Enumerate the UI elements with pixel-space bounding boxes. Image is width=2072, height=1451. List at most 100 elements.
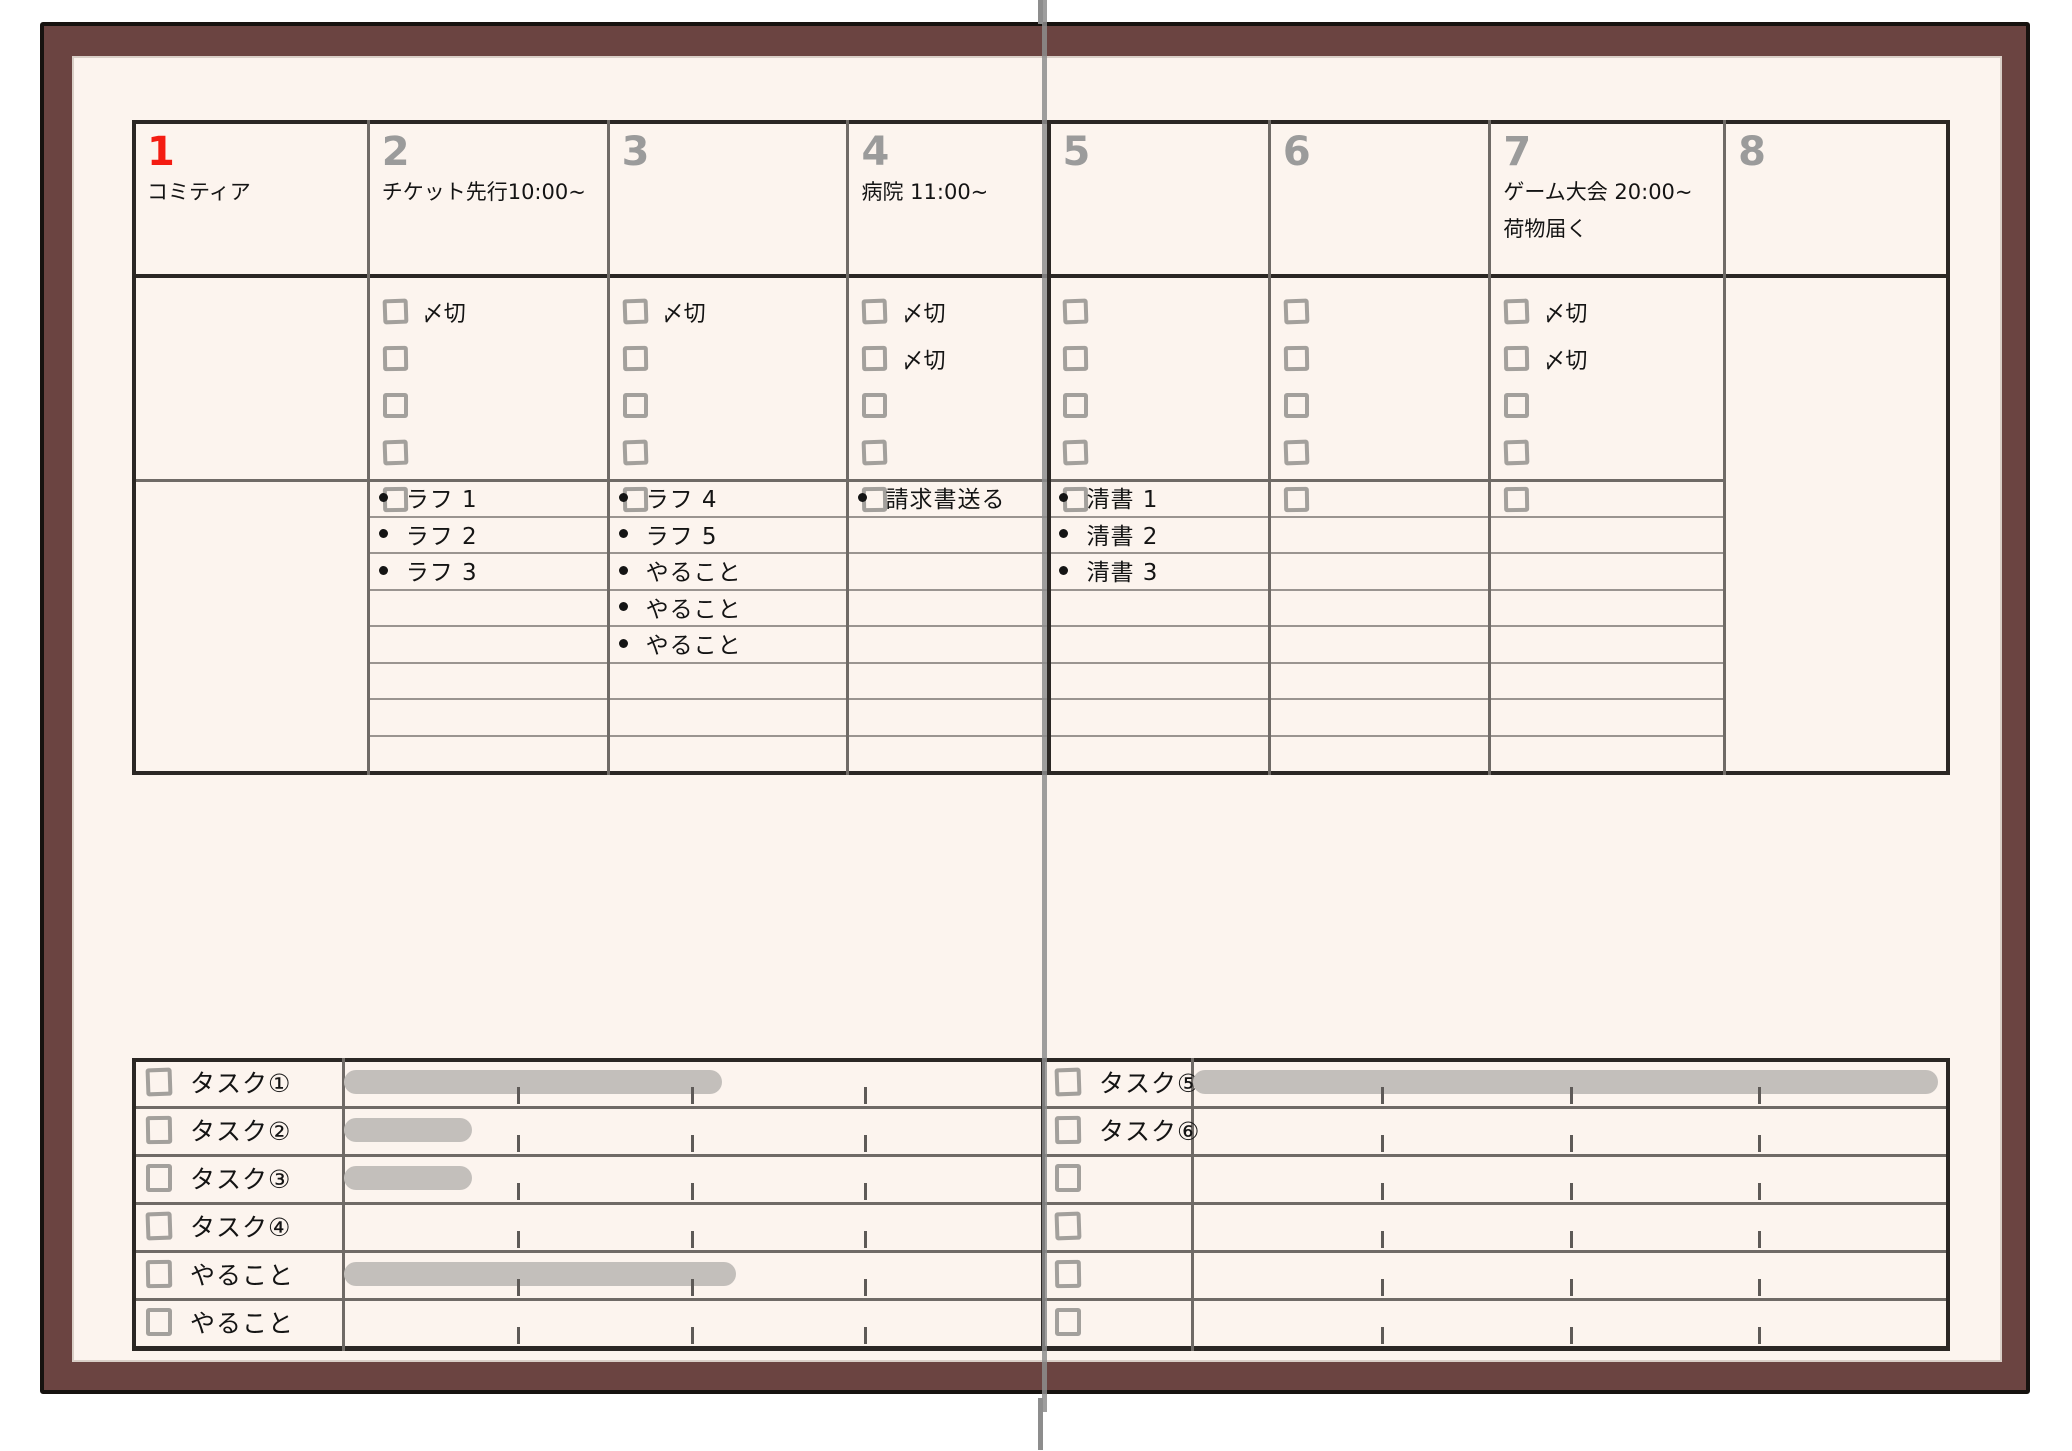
bullet-text[interactable]: やること bbox=[645, 633, 742, 660]
checkbox-row[interactable] bbox=[862, 429, 1043, 476]
day-event-text[interactable]: ゲーム大会 20:00~ bbox=[1503, 180, 1693, 204]
checkbox[interactable] bbox=[1504, 486, 1530, 513]
gantt-task-name[interactable]: やること bbox=[190, 1309, 295, 1338]
day-event-text[interactable]: コミティア bbox=[147, 180, 251, 204]
checkbox[interactable] bbox=[145, 1067, 173, 1097]
checkbox[interactable] bbox=[1055, 1164, 1081, 1192]
checkbox[interactable] bbox=[1283, 439, 1310, 466]
checkbox[interactable] bbox=[622, 298, 649, 325]
bullet-row[interactable]: やること bbox=[607, 589, 847, 626]
bullet-row[interactable]: 請求書送る bbox=[846, 479, 1047, 516]
bullet-text[interactable]: 清書 3 bbox=[1086, 560, 1159, 587]
bullet-row[interactable]: ラフ 3 bbox=[367, 552, 607, 589]
checkbox-label[interactable]: 〆切 bbox=[661, 301, 706, 327]
day-event-text[interactable]: 病院 11:00~ bbox=[861, 180, 989, 204]
checkbox[interactable] bbox=[145, 1211, 173, 1241]
calendar-day-cell[interactable]: 7 ゲーム大会 20:00~ 荷物届く bbox=[1494, 126, 1721, 272]
day-event-text[interactable]: 荷物届く bbox=[1503, 216, 1588, 241]
gantt-row-label[interactable] bbox=[1054, 1250, 1099, 1298]
gantt-bar[interactable] bbox=[344, 1262, 736, 1286]
calendar-day-cell[interactable]: 5 bbox=[1053, 126, 1265, 272]
gantt-bar[interactable] bbox=[344, 1118, 473, 1142]
checkbox[interactable] bbox=[1054, 1259, 1082, 1289]
checkbox[interactable] bbox=[382, 393, 408, 418]
gantt-task-name[interactable]: タスク① bbox=[190, 1069, 292, 1098]
checkbox[interactable] bbox=[622, 439, 649, 466]
checkbox[interactable] bbox=[145, 1115, 173, 1145]
checkbox[interactable] bbox=[1054, 1211, 1082, 1241]
checkbox-label[interactable]: 〆切 bbox=[901, 301, 946, 327]
checkbox[interactable] bbox=[1504, 393, 1530, 418]
checkbox-row[interactable]: 〆切 bbox=[622, 288, 843, 335]
checkbox-row[interactable] bbox=[382, 382, 603, 429]
gantt-task-name[interactable]: タスク⑤ bbox=[1099, 1069, 1201, 1098]
checkbox-row[interactable]: 〆切 bbox=[382, 288, 603, 335]
bullet-row[interactable]: 清書 3 bbox=[1047, 552, 1267, 589]
checkbox-row[interactable] bbox=[382, 335, 603, 382]
bullet-row[interactable]: ラフ 2 bbox=[367, 516, 607, 553]
bullet-row[interactable]: ラフ 1 bbox=[367, 479, 607, 516]
gantt-task-name[interactable]: タスク② bbox=[190, 1117, 292, 1146]
checkbox[interactable] bbox=[1063, 345, 1089, 372]
bullet-row[interactable]: やること bbox=[607, 625, 847, 662]
checkbox[interactable] bbox=[862, 298, 888, 325]
day-event-text[interactable]: チケット先行10:00~ bbox=[381, 180, 586, 204]
checkbox-label[interactable]: 〆切 bbox=[901, 348, 946, 374]
checkbox[interactable] bbox=[1283, 393, 1309, 418]
checkbox-row[interactable]: 〆切 bbox=[1504, 335, 1719, 382]
checkbox-label[interactable]: 〆切 bbox=[1543, 301, 1588, 327]
checkbox-row[interactable] bbox=[622, 335, 843, 382]
checkbox[interactable] bbox=[1283, 298, 1310, 325]
checkbox[interactable] bbox=[1283, 486, 1310, 513]
checkbox-row[interactable] bbox=[862, 382, 1043, 429]
calendar-day-cell[interactable]: 8 bbox=[1729, 126, 1948, 272]
bullet-row[interactable]: ラフ 5 bbox=[607, 516, 847, 553]
bullet-text[interactable]: ラフ 5 bbox=[645, 523, 718, 550]
bullet-text[interactable]: ラフ 2 bbox=[405, 523, 478, 550]
bullet-text[interactable]: ラフ 4 bbox=[645, 487, 718, 514]
checkbox[interactable] bbox=[1063, 439, 1089, 466]
checkbox[interactable] bbox=[1054, 1115, 1082, 1145]
gantt-row-label[interactable]: タスク④ bbox=[145, 1202, 291, 1250]
checkbox[interactable] bbox=[862, 345, 888, 372]
calendar-day-cell[interactable]: 2 チケット先行10:00~ bbox=[373, 126, 605, 272]
bullet-row[interactable]: 清書 2 bbox=[1047, 516, 1267, 553]
checkbox-row[interactable] bbox=[1503, 429, 1719, 476]
checkbox[interactable] bbox=[622, 345, 648, 372]
gantt-row-label[interactable]: タスク② bbox=[145, 1106, 292, 1154]
checkbox-row[interactable] bbox=[1283, 335, 1484, 382]
checkbox[interactable] bbox=[1054, 1067, 1082, 1097]
checkbox-row[interactable] bbox=[1283, 382, 1484, 429]
calendar-day-cell[interactable]: 1 コミティア bbox=[138, 126, 365, 272]
checkbox[interactable] bbox=[862, 393, 888, 418]
checkbox[interactable] bbox=[382, 345, 408, 372]
checkbox[interactable] bbox=[382, 439, 409, 466]
calendar-day-cell[interactable]: 3 bbox=[613, 126, 845, 272]
bullet-text[interactable]: やること bbox=[645, 596, 742, 623]
gantt-task-name[interactable]: やること bbox=[190, 1261, 295, 1290]
checkbox-row[interactable] bbox=[1283, 476, 1484, 523]
checkbox[interactable] bbox=[1503, 439, 1530, 466]
checkbox-label[interactable]: 〆切 bbox=[421, 301, 466, 327]
gantt-bar[interactable] bbox=[1193, 1070, 1939, 1094]
gantt-row-label[interactable]: やること bbox=[146, 1298, 294, 1346]
checkbox[interactable] bbox=[622, 393, 648, 418]
bullet-row[interactable]: 清書 1 bbox=[1047, 479, 1267, 516]
gantt-row-label[interactable] bbox=[1055, 1298, 1099, 1346]
gantt-row-label[interactable] bbox=[1054, 1202, 1099, 1250]
gantt-row-label[interactable]: タスク③ bbox=[146, 1154, 291, 1202]
bullet-row[interactable]: ラフ 4 bbox=[607, 479, 847, 516]
checkbox-row[interactable] bbox=[1283, 429, 1484, 476]
checkbox-row[interactable] bbox=[1063, 429, 1263, 476]
gantt-bar[interactable] bbox=[344, 1070, 722, 1094]
checkbox[interactable] bbox=[1063, 393, 1089, 418]
gantt-task-name[interactable]: タスク③ bbox=[190, 1165, 292, 1194]
checkbox-row[interactable]: 〆切 bbox=[862, 288, 1043, 335]
checkbox[interactable] bbox=[1055, 1308, 1081, 1336]
gantt-row-label[interactable] bbox=[1055, 1154, 1099, 1202]
checkbox-row[interactable]: 〆切 bbox=[862, 335, 1043, 382]
checkbox-row[interactable] bbox=[1283, 288, 1484, 335]
checkbox-row[interactable] bbox=[622, 429, 843, 476]
checkbox-row[interactable] bbox=[1063, 382, 1263, 429]
gantt-task-name[interactable]: タスク⑥ bbox=[1099, 1117, 1201, 1146]
